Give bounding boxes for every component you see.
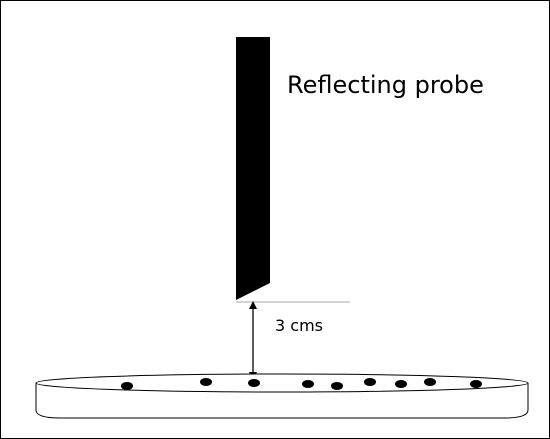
particle <box>331 382 343 390</box>
particle <box>302 380 314 388</box>
particle <box>424 378 436 386</box>
dish-rim <box>35 373 529 393</box>
particles <box>121 378 482 390</box>
distance-label: 3 cms <box>275 316 323 335</box>
particle <box>470 380 482 388</box>
probe-label: Reflecting probe <box>287 71 484 99</box>
particle <box>364 378 376 386</box>
dish-body <box>35 383 529 419</box>
particle <box>248 379 260 387</box>
particle <box>200 378 212 386</box>
particle <box>121 382 133 390</box>
particle <box>395 380 407 388</box>
probe <box>236 37 270 300</box>
